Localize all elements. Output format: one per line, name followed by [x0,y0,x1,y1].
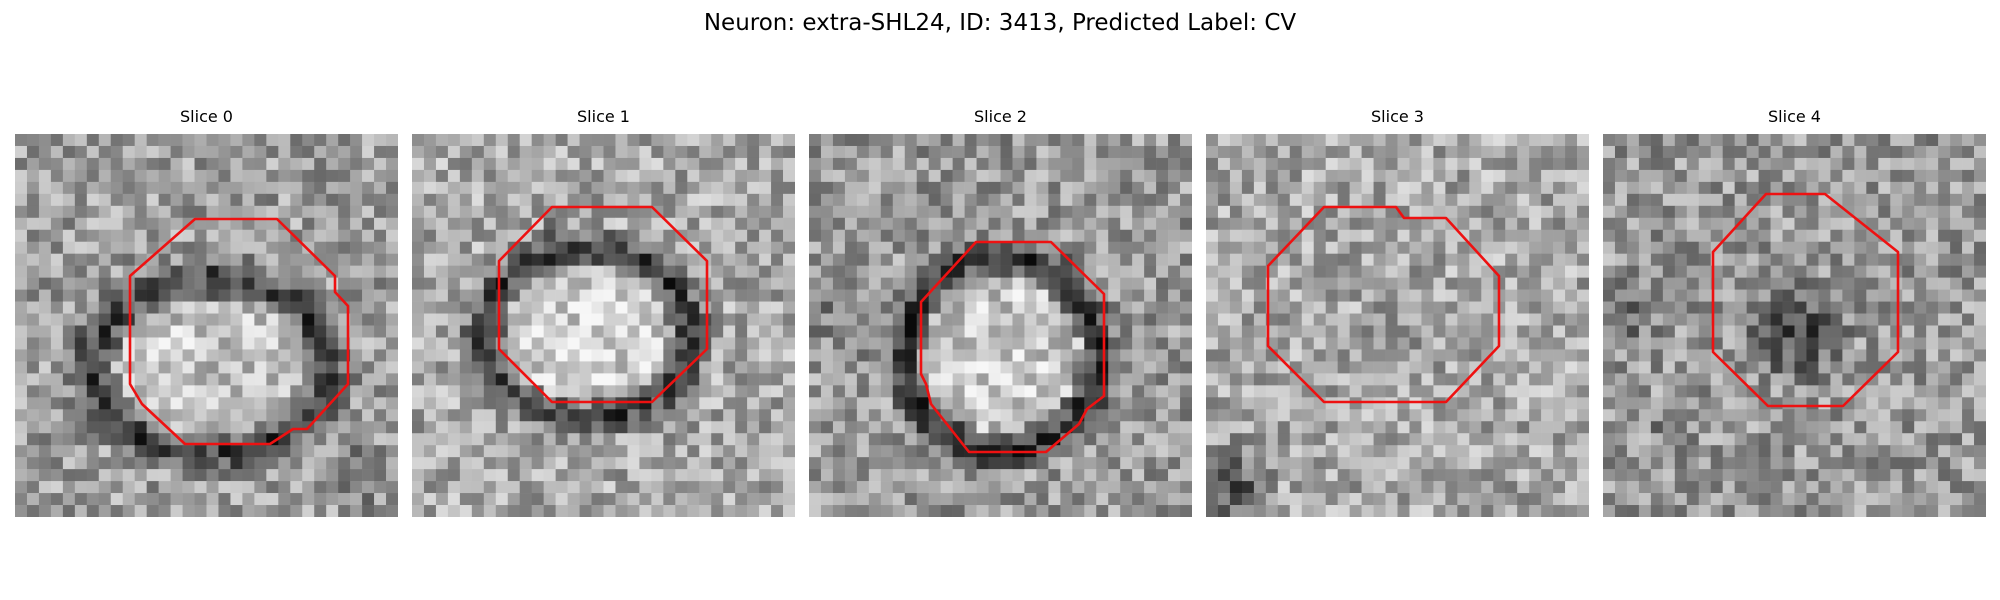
slice-panel-3: Slice 3 [1206,134,1589,517]
slice-title-4: Slice 4 [1603,107,1986,127]
slice-title-2: Slice 2 [809,107,1192,127]
slice-panel-2: Slice 2 [809,134,1192,517]
slice-panel-4: Slice 4 [1603,134,1986,517]
slice-title-3: Slice 3 [1206,107,1589,127]
slice-panel-0: Slice 0 [15,134,398,517]
slice-title-0: Slice 0 [15,107,398,127]
slice-image-3 [1206,134,1589,517]
slice-image-0 [15,134,398,517]
slice-panel-1: Slice 1 [412,134,795,517]
slice-image-4 [1603,134,1986,517]
slice-title-1: Slice 1 [412,107,795,127]
figure-title: Neuron: extra-SHL24, ID: 3413, Predicted… [0,8,2000,38]
slice-image-2 [809,134,1192,517]
slice-image-1 [412,134,795,517]
